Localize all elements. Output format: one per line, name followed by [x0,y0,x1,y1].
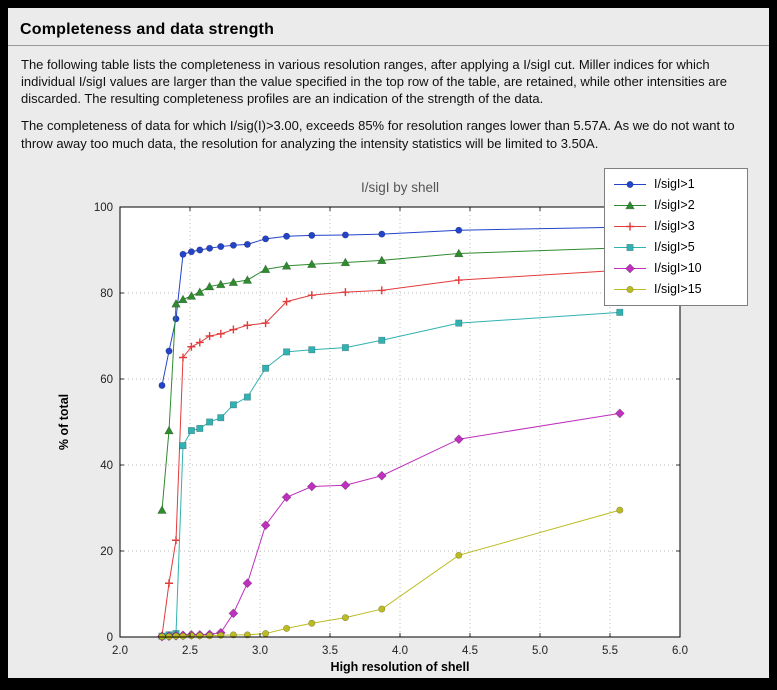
series-markers-1 [157,242,625,514]
legend-label: I/sigI>1 [654,177,695,192]
legend-item: I/sigI>3 [613,216,739,237]
legend-swatch-triangle-icon [614,200,646,209]
legend-label: I/sigI>2 [654,198,695,213]
y-tick-label: 20 [100,546,113,558]
legend-swatch-plus-icon [614,222,646,231]
y-tick-label: 80 [100,288,113,300]
x-tick-label: 5.5 [602,645,618,657]
legend-item: I/sigI>15 [613,279,739,300]
legend-label: I/sigI>3 [654,219,695,234]
report-page: Completeness and data strength The follo… [8,8,769,678]
y-axis-label: % of total [57,394,71,450]
legend-item: I/sigI>1 [613,174,739,195]
x-tick-label: 5.0 [532,645,548,657]
chart-legend: I/sigI>1 I/sigI>2 I/sigI>3 I/sigI>5 I/sigI>1… [604,167,748,306]
legend-swatch-circle-icon [614,180,646,188]
series-markers-0 [158,223,624,389]
chart-title: I/sigI by shell [361,180,439,195]
axis-ticks: 2.0 2.5 3.0 3.5 4.0 4.5 5.0 5.5 6.0 0 20 40 60 80 100 [94,202,688,657]
series-1 [157,242,625,514]
x-tick-label: 2.0 [112,645,128,657]
series-5 [158,506,624,640]
series-0 [158,223,624,389]
intro-paragraph: The following table lists the completene… [21,57,728,107]
y-tick-label: 40 [100,460,113,472]
legend-label: I/sigI>15 [654,282,702,297]
legend-item: I/sigI>2 [613,195,739,216]
x-tick-label: 3.0 [252,645,268,657]
x-tick-label: 3.5 [322,645,338,657]
legend-swatch-diamond-icon [614,263,646,274]
x-tick-label: 4.0 [392,645,408,657]
y-tick-label: 60 [100,374,113,386]
y-tick-label: 100 [94,202,113,214]
x-tick-label: 4.5 [462,645,478,657]
x-axis-label: High resolution of shell [331,660,470,674]
summary-paragraph: The completeness of data for which I/sig… [21,118,735,151]
x-tick-label: 2.5 [182,645,198,657]
completeness-chart: 2.0 2.5 3.0 3.5 4.0 4.5 5.0 5.5 6.0 0 20 40 60 80 100 I… [57,180,688,674]
legend-swatch-square-icon [614,243,646,251]
plot-background [120,206,680,637]
legend-item: I/sigI>5 [613,237,739,258]
y-tick-label: 0 [107,632,113,644]
completeness-figure: 2.0 2.5 3.0 3.5 4.0 4.5 5.0 5.5 6.0 0 20 40 60 80 100 I… [8,162,769,677]
legend-label: I/sigI>10 [654,261,702,276]
legend-swatch-circle-icon [614,285,646,293]
page-title: Completeness and data strength [20,21,275,38]
title-divider [8,45,769,46]
legend-item: I/sigI>10 [613,258,739,279]
legend-label: I/sigI>5 [654,240,695,255]
x-tick-label: 6.0 [672,645,688,657]
